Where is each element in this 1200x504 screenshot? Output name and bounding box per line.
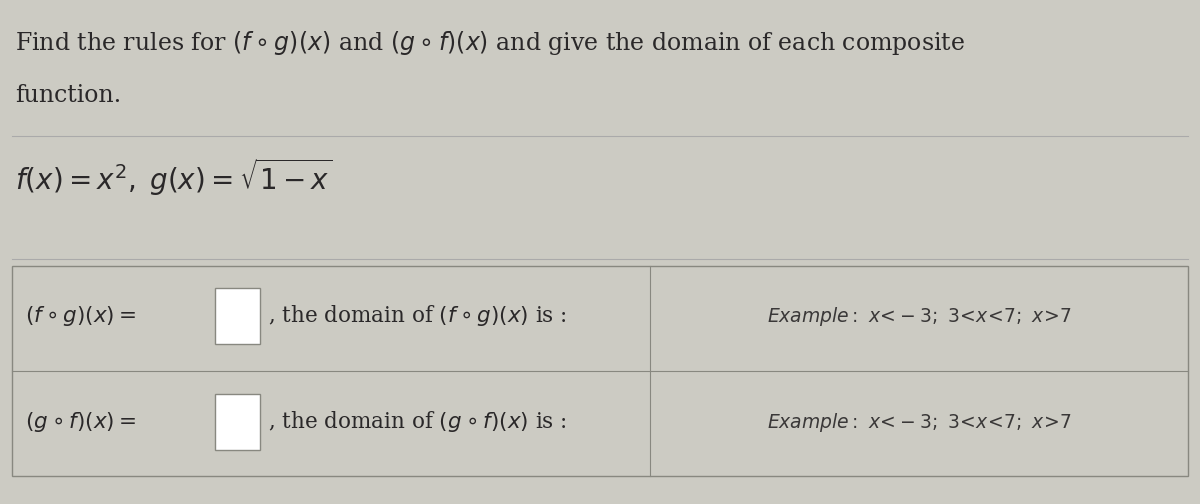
FancyBboxPatch shape (215, 394, 260, 450)
Text: Find the rules for $(f\circ g)(x)$ and $(g\circ f)(x)$ and give the domain of ea: Find the rules for $(f\circ g)(x)$ and $… (14, 29, 965, 57)
FancyBboxPatch shape (215, 288, 260, 344)
Text: , the domain of $(f\circ g)(x)$ is :: , the domain of $(f\circ g)(x)$ is : (268, 303, 566, 329)
Text: , the domain of $(g\circ f)(x)$ is :: , the domain of $(g\circ f)(x)$ is : (268, 409, 566, 434)
Text: $(f\circ g)(x)=$: $(f\circ g)(x)=$ (25, 304, 137, 328)
Text: $f(x)=x^2, \; g(x)=\sqrt{1-x}$: $f(x)=x^2, \; g(x)=\sqrt{1-x}$ (14, 156, 332, 198)
Text: $\mathit{Example:\ x\!<\!-3;\ 3\!<\!x\!<\!7;\ x\!>\!7}$: $\mathit{Example:\ x\!<\!-3;\ 3\!<\!x\!<… (767, 304, 1073, 328)
Text: $\mathit{Example:\ x\!<\!-3;\ 3\!<\!x\!<\!7;\ x\!>\!7}$: $\mathit{Example:\ x\!<\!-3;\ 3\!<\!x\!<… (767, 410, 1073, 433)
Text: $(g\circ f)(x)=$: $(g\circ f)(x)=$ (25, 410, 137, 434)
Text: function.: function. (14, 84, 121, 107)
